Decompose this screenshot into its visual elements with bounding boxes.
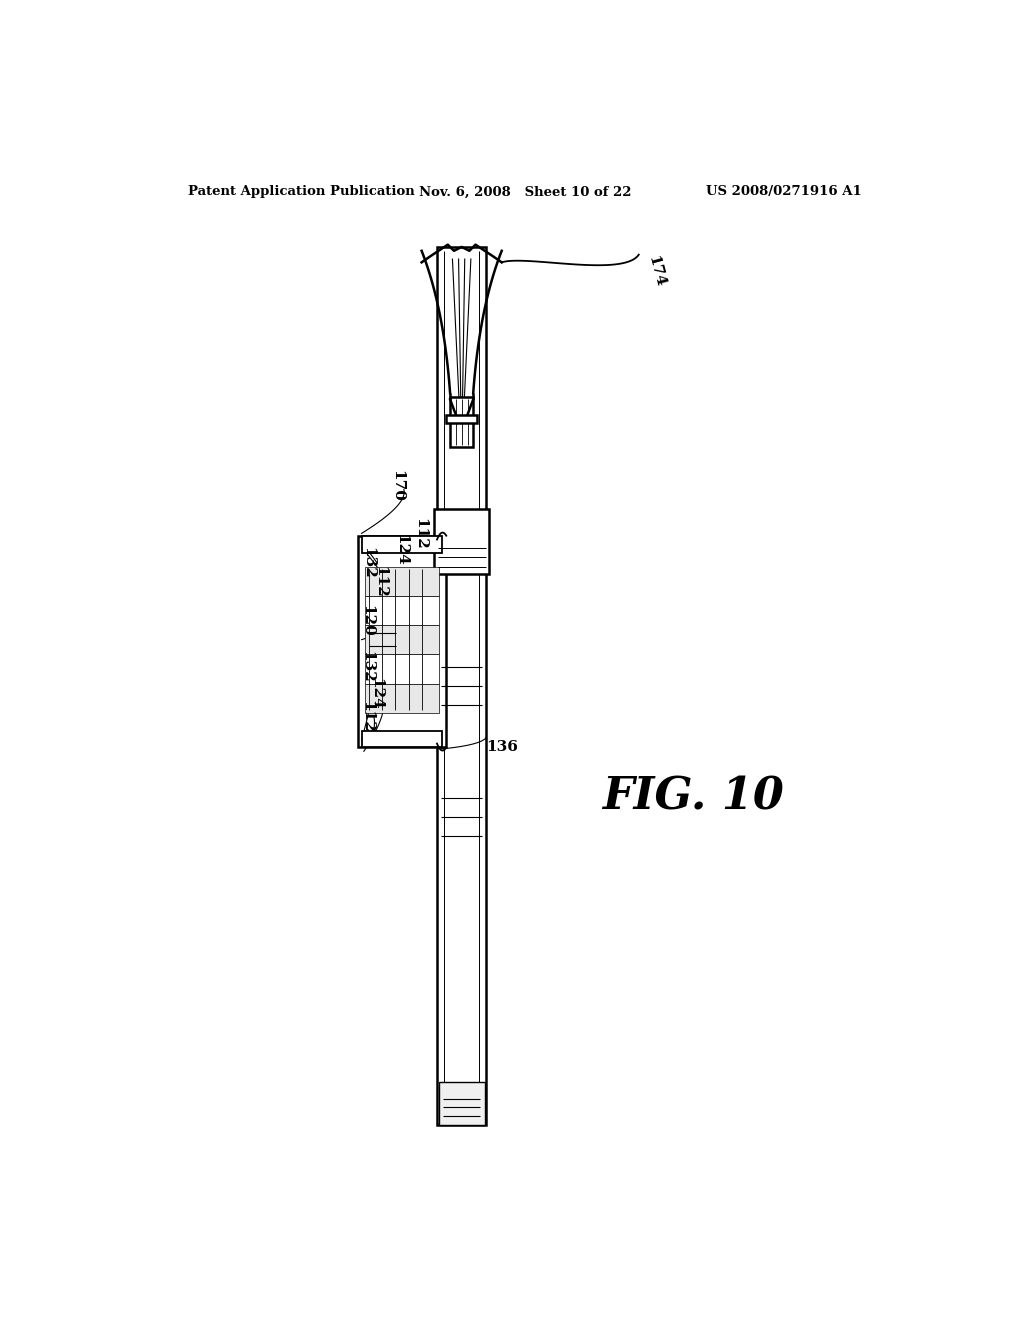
Text: US 2008/0271916 A1: US 2008/0271916 A1 bbox=[707, 185, 862, 198]
Text: 170: 170 bbox=[390, 470, 403, 502]
Bar bbox=[366, 684, 438, 713]
Bar bbox=[366, 566, 438, 595]
Text: 174: 174 bbox=[645, 255, 667, 289]
Bar bbox=[434, 508, 489, 574]
Text: Nov. 6, 2008   Sheet 10 of 22: Nov. 6, 2008 Sheet 10 of 22 bbox=[419, 185, 631, 198]
Bar bbox=[437, 247, 486, 1125]
Bar bbox=[361, 536, 442, 553]
Text: 132: 132 bbox=[361, 546, 376, 578]
Bar bbox=[438, 1082, 484, 1125]
Bar bbox=[366, 655, 438, 684]
Text: 124: 124 bbox=[394, 533, 408, 565]
Text: 120: 120 bbox=[359, 605, 374, 636]
Text: 124: 124 bbox=[369, 677, 383, 709]
Text: 136: 136 bbox=[486, 739, 518, 754]
Text: 112: 112 bbox=[359, 701, 374, 733]
Text: 112: 112 bbox=[373, 566, 387, 598]
Text: 132: 132 bbox=[359, 651, 374, 682]
Bar bbox=[366, 595, 438, 626]
Text: Patent Application Publication: Patent Application Publication bbox=[188, 185, 415, 198]
Bar bbox=[446, 414, 477, 422]
Bar bbox=[451, 397, 473, 447]
Bar bbox=[361, 730, 442, 747]
Text: 112: 112 bbox=[413, 519, 427, 550]
Bar bbox=[366, 626, 438, 655]
Text: FIG. 10: FIG. 10 bbox=[602, 776, 783, 818]
Bar bbox=[357, 536, 446, 747]
